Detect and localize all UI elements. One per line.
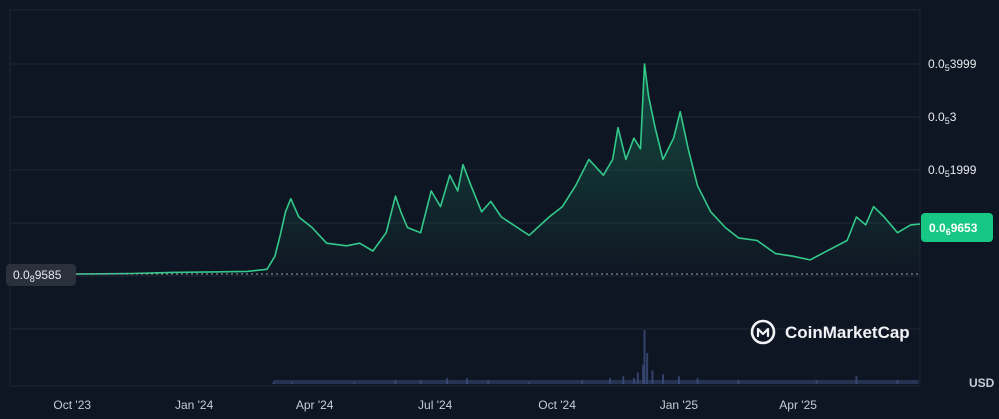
y-tick-label: 0.051999 [928, 163, 977, 179]
volume-bar [662, 374, 665, 384]
y-tick-label: 0.053 [928, 110, 957, 126]
y-tick-label: 0.053999 [928, 57, 977, 73]
current-price-badge: 0.069653 [921, 213, 993, 242]
x-tick-label: Jan '24 [175, 398, 214, 412]
x-tick-label: Jul '24 [418, 398, 453, 412]
volume-bar [646, 353, 649, 384]
coinmarketcap-logo-icon [750, 319, 776, 345]
x-tick-label: Oct '23 [53, 398, 91, 412]
currency-label: USD [969, 376, 995, 390]
volume-bar [636, 372, 639, 384]
volume-bar [643, 330, 646, 384]
x-tick-label: Jan '25 [660, 398, 699, 412]
watermark-text: CoinMarketCap [785, 323, 910, 342]
volume-bar [642, 364, 645, 384]
x-tick-label: Oct '24 [538, 398, 576, 412]
start-price-label: 0.089585 [13, 268, 62, 284]
price-line[interactable] [16, 63, 921, 275]
x-tick-label: Apr '24 [296, 398, 334, 412]
volume-bar [651, 370, 654, 384]
current-price-label: 0.069653 [929, 221, 978, 237]
start-price-badge: 0.089585 [6, 264, 76, 286]
price-area [16, 64, 921, 276]
volume-baseline [273, 380, 919, 384]
coinmarketcap-watermark: CoinMarketCap [750, 319, 910, 345]
volume-bars [272, 330, 919, 384]
x-tick-label: Apr '25 [779, 398, 817, 412]
x-axis: Oct '23 Jan '24 Apr '24 Jul '24 Oct '24 Jan '… [53, 398, 817, 412]
y-axis: 0.053999 0.053 0.051999 [928, 57, 977, 179]
